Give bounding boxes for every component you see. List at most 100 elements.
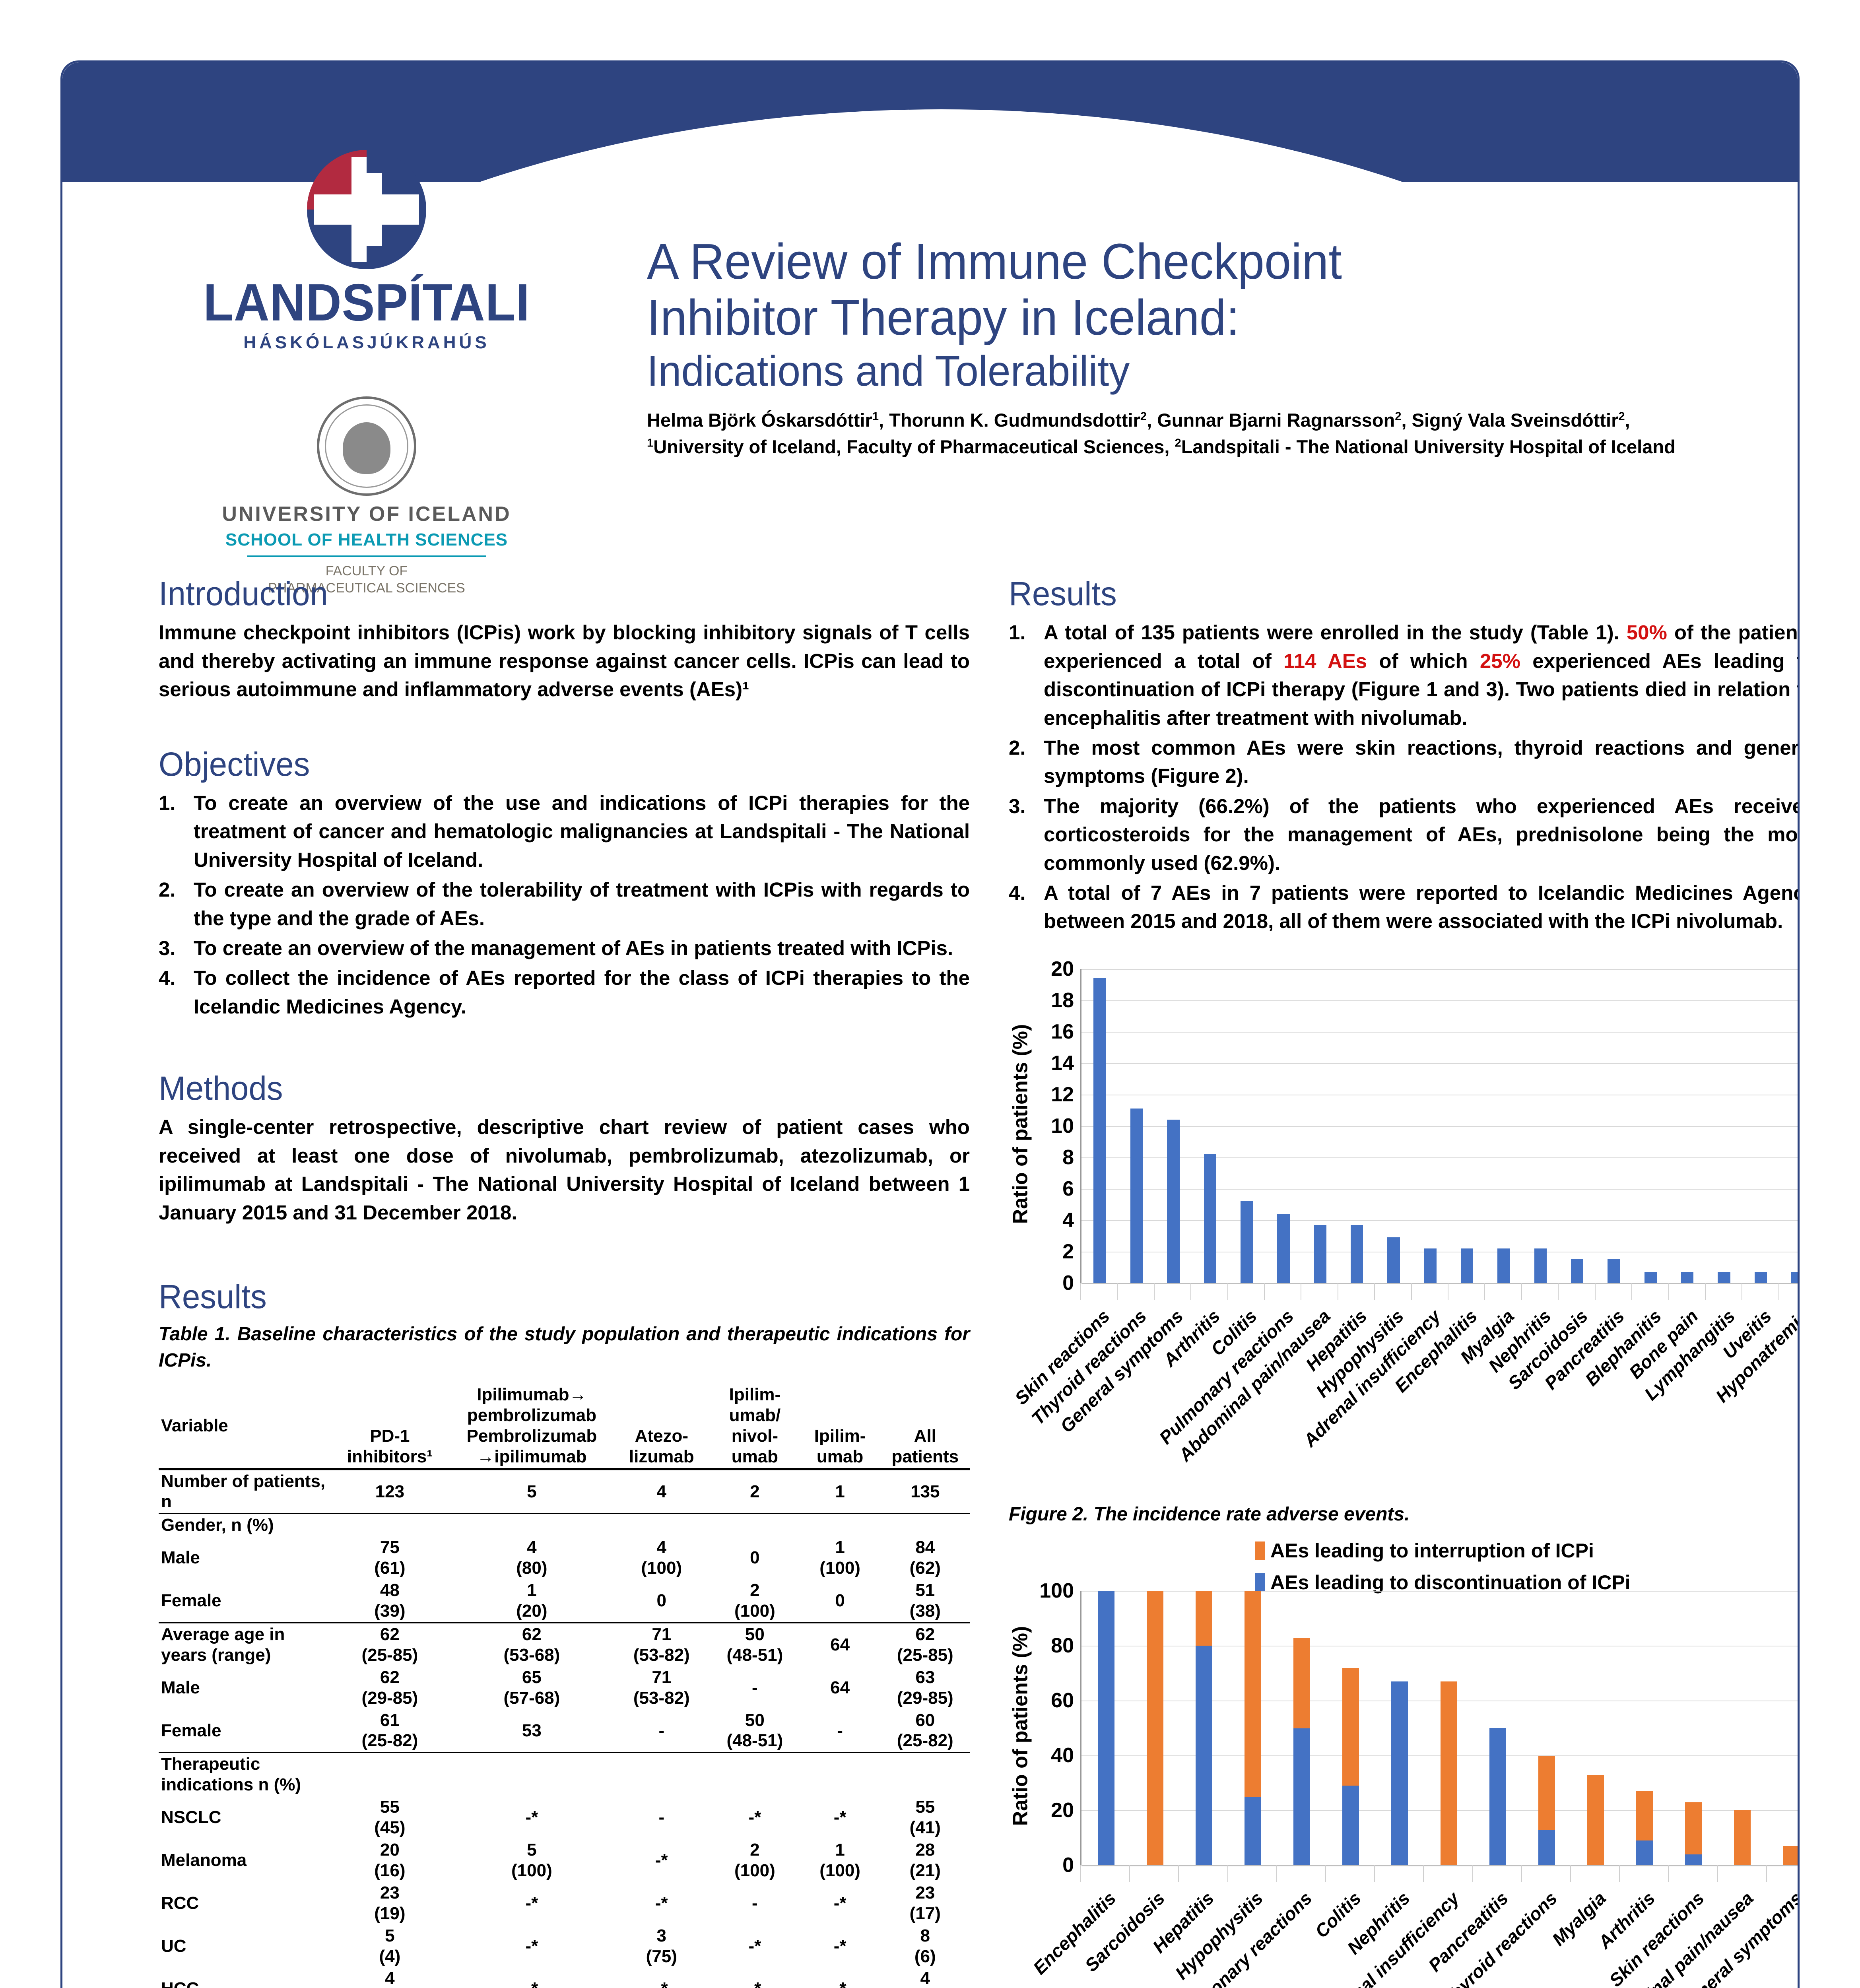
author-list: Helma Björk Óskarsdóttir1, Thorunn K. Gu… <box>647 410 1676 458</box>
bar-slot <box>1278 1591 1326 1866</box>
axis-tick <box>1117 1283 1153 1300</box>
bar-segment-discontinuation <box>1293 1728 1311 1866</box>
table-cell: -* <box>833 1893 847 1913</box>
axis-tick <box>1276 1865 1325 1882</box>
y-tick-label: 12 <box>1051 1083 1074 1106</box>
result-item: 2. The most common AEs were skin reaction… <box>1009 734 1798 790</box>
gridline <box>1081 1220 1798 1221</box>
figure3-legend: AEs leading to interruption of ICPi AEs l… <box>1255 1539 1631 1594</box>
axis-tick <box>1264 1283 1301 1300</box>
axis-tick <box>1668 1865 1717 1882</box>
table-cell: -* <box>525 1893 538 1913</box>
bar-slot <box>1706 969 1742 1283</box>
table-cell: 1 (100) <box>819 1538 860 1578</box>
table-cell <box>880 1752 970 1796</box>
row-label: NSCLC <box>161 1807 221 1827</box>
axis-tick <box>1766 1865 1798 1882</box>
bar <box>1204 1154 1216 1283</box>
gridline <box>1081 969 1798 970</box>
table-cell: 0 <box>750 1548 760 1568</box>
y-tick-label: 6 <box>1062 1177 1074 1200</box>
gridline <box>1081 1755 1798 1757</box>
axis-tick <box>1227 1283 1264 1300</box>
bar-slot <box>1192 969 1228 1283</box>
bar-slot <box>1448 969 1485 1283</box>
table-cell: -* <box>748 1807 761 1827</box>
landspitali-wordmark: LANDSPÍTALI <box>203 273 530 332</box>
table-cell: 1 <box>799 1468 881 1514</box>
list-marker: 3. <box>159 936 176 959</box>
figure2-caption: Figure 2. The incidence rate adverse eve… <box>1009 1503 1410 1525</box>
stacked-bar <box>1245 1591 1261 1866</box>
table-cell: 55 (41) <box>909 1797 941 1838</box>
table-row: Melanoma 20 (16) 5 (100) -* 2 (100) 1 (100) 28 (21) <box>159 1839 970 1882</box>
table-cell: -* <box>748 1936 761 1956</box>
table-cell <box>799 1752 881 1796</box>
bar-segment-discontinuation <box>1636 1840 1653 1866</box>
table-cell: 64 <box>799 1622 881 1666</box>
gridline <box>1081 1591 1798 1592</box>
landspitali-cross-logo-icon <box>307 150 426 269</box>
axis-tick <box>1742 1283 1778 1300</box>
y-tick-label: 60 <box>1051 1689 1074 1712</box>
x-tick-label: Encephalitis <box>1029 1888 1120 1979</box>
table-row: Average age in years (range) 62 (25-85) 62(… <box>159 1622 970 1666</box>
y-tick-label: 4 <box>1062 1208 1074 1232</box>
y-tick-label: 100 <box>1039 1579 1074 1603</box>
table-cell: 2 <box>710 1468 800 1514</box>
bar-slot <box>1081 1591 1130 1866</box>
axis-tick <box>1521 1283 1558 1300</box>
table-cell: 61 (25-82) <box>361 1710 418 1751</box>
gridline <box>1081 1031 1798 1033</box>
stacked-bar <box>1587 1774 1604 1866</box>
table-cell: 4 <box>613 1468 711 1514</box>
table-cell: -* <box>800 1967 881 1988</box>
axis-tick <box>1705 1283 1742 1300</box>
gridline <box>1081 1188 1798 1190</box>
table-cell <box>329 1513 451 1537</box>
figure2-y-ticks: 0 2 4 6 8 10 12 14 16 18 20 <box>1025 957 1077 1295</box>
page-title-line-1: A Review of Immune Checkpoint <box>647 233 1342 289</box>
table-cell: 0 <box>835 1591 845 1611</box>
results-list: 1. A total of 135 patients were enrolled … <box>1009 618 1798 935</box>
row-label: Melanoma <box>161 1850 247 1870</box>
bar-slot <box>1767 1591 1798 1866</box>
row-label: RCC <box>161 1893 199 1913</box>
figure3-x-ticks <box>1080 1865 1798 1882</box>
legend-swatch <box>1255 1573 1265 1592</box>
table1-caption: Table 1. Baseline characteristics of the… <box>159 1324 970 1371</box>
bar-segment-interruption <box>1146 1591 1163 1866</box>
table-row: Gender, n (%) <box>159 1513 970 1537</box>
bar-slot <box>1265 969 1302 1283</box>
bar-segment-interruption <box>1245 1591 1261 1797</box>
bar-segment-discontinuation <box>1195 1646 1212 1866</box>
table-cell: 48 (39) <box>374 1580 406 1621</box>
landspitali-subtitle: HÁSKÓLASJÚKRAHÚS <box>243 333 490 352</box>
bar <box>1681 1272 1694 1283</box>
table-row: Female 61 (25-82) 53 - 50 (48-51) - 60 (25-82) <box>159 1709 970 1753</box>
table-cell: 71 (53-82) <box>633 1667 690 1708</box>
col-header-ipilimumab-pembrolizumab: Ipilimumab→ pembrolizumab Pembrolizumab →ip… <box>466 1384 597 1466</box>
objectives-list: 1. To create an overview of the use and i… <box>159 789 970 1021</box>
stacked-bar <box>1538 1755 1555 1866</box>
table-cell: 5 <box>450 1468 613 1514</box>
university-faculty-line1: FACULTY OF <box>325 563 408 579</box>
axis-tick <box>1631 1283 1668 1300</box>
bar-segment-discontinuation <box>1391 1681 1408 1866</box>
figure3-y-ticks: 0 20 40 60 80 100 <box>1025 1579 1077 1877</box>
table-cell: 75 (61) <box>374 1538 406 1578</box>
stacked-bar <box>1489 1728 1506 1866</box>
bar <box>1608 1259 1620 1283</box>
table-cell: 84 (62) <box>909 1538 941 1578</box>
stacked-bar <box>1734 1810 1751 1866</box>
highlighted-value: 25% <box>1479 649 1520 672</box>
poster-canvas: LANDSPÍTALI HÁSKÓLASJÚKRAHÚS UNIVERSITY … <box>60 60 1800 1988</box>
table-cell: - <box>837 1720 843 1740</box>
bar-slot <box>1424 1591 1473 1866</box>
axis-tick <box>1129 1865 1178 1882</box>
bar-segment-interruption <box>1293 1637 1311 1728</box>
y-tick-label: 20 <box>1051 1799 1074 1822</box>
axis-tick <box>1484 1283 1521 1300</box>
table-cell: 5 (100) <box>511 1840 552 1880</box>
bar <box>1167 1119 1180 1283</box>
